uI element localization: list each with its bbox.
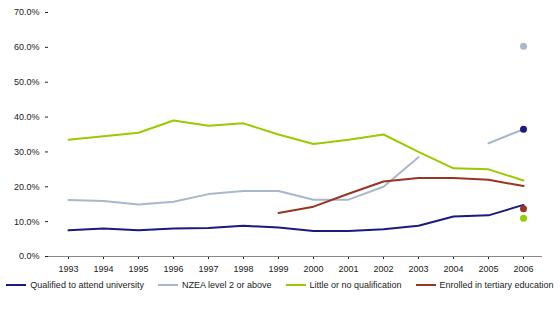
svg-text:40.0%: 40.0% (14, 112, 40, 122)
svg-text:2004: 2004 (443, 264, 463, 274)
svg-text:2001: 2001 (338, 264, 358, 274)
svg-text:1997: 1997 (198, 264, 218, 274)
html-text:Qualified to attend university: Qualified to attend university (30, 280, 144, 290)
svg-text:2000: 2000 (303, 264, 323, 274)
html-text:NZEA level 2 or above: NZEA level 2 or above (181, 280, 272, 290)
svg-text:1993: 1993 (58, 264, 78, 274)
svg-text:2005: 2005 (478, 264, 498, 274)
svg-text:1999: 1999 (268, 264, 288, 274)
html-text:Little or no qualification: Little or no qualification (309, 280, 402, 290)
svg-text:2002: 2002 (373, 264, 393, 274)
svg-text:30.0%: 30.0% (14, 147, 40, 157)
svg-text:2003: 2003 (408, 264, 428, 274)
svg-text:1994: 1994 (93, 264, 113, 274)
svg-text:70.0%: 70.0% (14, 7, 40, 17)
html-text:Enrolled in tertiary education: Enrolled in tertiary education (439, 280, 554, 290)
svg-text:0.0%: 0.0% (19, 251, 40, 261)
svg-text:1998: 1998 (233, 264, 253, 274)
svg-text:50.0%: 50.0% (14, 77, 40, 87)
svg-text:2006: 2006 (513, 264, 533, 274)
svg-text:1996: 1996 (163, 264, 183, 274)
svg-text:1995: 1995 (128, 264, 148, 274)
svg-text:20.0%: 20.0% (14, 182, 40, 192)
svg-text:60.0%: 60.0% (14, 42, 40, 52)
svg-text:10.0%: 10.0% (14, 217, 40, 227)
